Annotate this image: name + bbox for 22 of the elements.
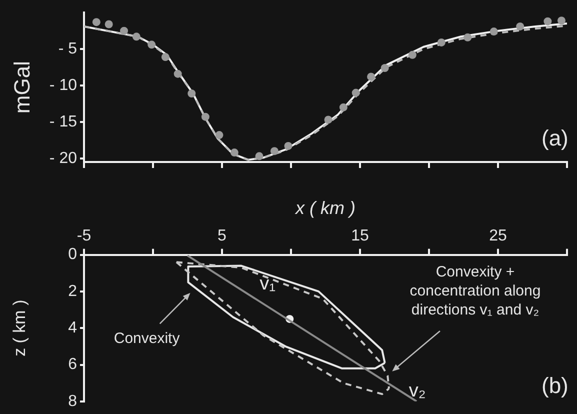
y-tick-label: - 10 bbox=[49, 76, 78, 94]
y-tick-label: 6 bbox=[68, 356, 78, 374]
y-axis-title: z ( km ) bbox=[10, 300, 29, 356]
x-tick-label: 25 bbox=[489, 228, 507, 245]
y-tick-label: 2 bbox=[68, 282, 78, 300]
y-tick-label: 8 bbox=[68, 392, 78, 410]
x-tick-label: 15 bbox=[351, 228, 369, 245]
annotation: Convexity bbox=[114, 330, 180, 348]
annotation: Convexity + concentration along directions v₁ and v₂ bbox=[410, 264, 541, 319]
y-tick-label: - 5 bbox=[58, 40, 78, 58]
x-axis-title: x ( km ) bbox=[294, 198, 356, 218]
y-tick-label: 4 bbox=[68, 320, 78, 337]
y-tick-label: - 15 bbox=[49, 113, 78, 130]
x-tick-label: 5 bbox=[218, 228, 227, 245]
annotation: v₂ bbox=[408, 380, 426, 402]
y-tick-label: 0 bbox=[68, 246, 78, 264]
y-axis-title: mGal bbox=[9, 61, 34, 114]
x-tick-label: -5 bbox=[76, 228, 92, 245]
y-tick-label: - 20 bbox=[49, 150, 78, 167]
annotation: v₁ bbox=[260, 273, 276, 294]
annotation: (a) bbox=[541, 126, 568, 151]
annotation: (b) bbox=[541, 372, 568, 398]
